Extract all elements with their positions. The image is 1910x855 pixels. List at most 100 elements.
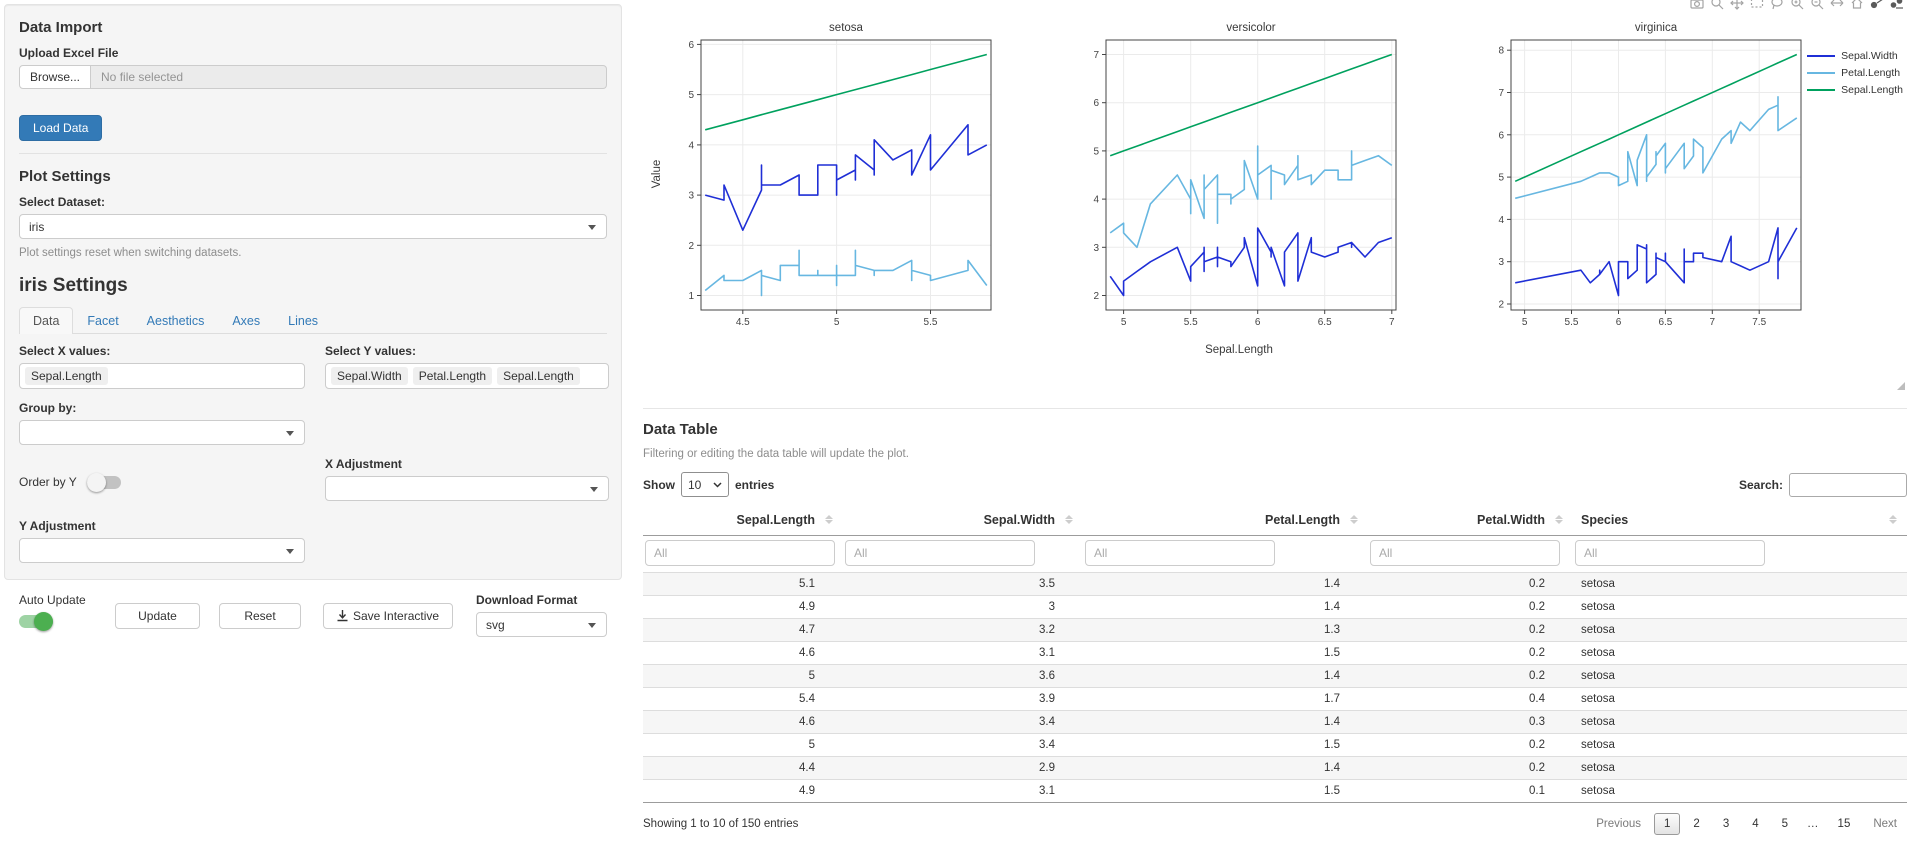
select-x-input[interactable]: Sepal.Length — [19, 363, 305, 389]
save-interactive-button[interactable]: Save Interactive — [323, 603, 454, 629]
home-icon[interactable] — [1850, 0, 1866, 10]
y-value-token[interactable]: Sepal.Length — [497, 367, 580, 385]
zoom-icon[interactable] — [1710, 0, 1726, 10]
table-cell[interactable]: 3 — [843, 595, 1083, 619]
table-cell[interactable]: 0.2 — [1368, 664, 1573, 688]
tab-axes[interactable]: Axes — [232, 314, 261, 328]
page-button-2[interactable]: 2 — [1693, 818, 1700, 830]
page-button-4[interactable]: 4 — [1752, 818, 1759, 830]
column-header-sepal-length[interactable]: Sepal.Length — [643, 507, 843, 536]
y-adjustment-select[interactable] — [19, 538, 305, 563]
reset-button[interactable]: Reset — [219, 603, 301, 629]
filter-input-sepal-length[interactable] — [645, 540, 835, 566]
page-button-3[interactable]: 3 — [1722, 818, 1730, 830]
table-cell[interactable]: 3.4 — [843, 710, 1083, 734]
table-cell[interactable]: 1.5 — [1083, 779, 1368, 803]
table-cell[interactable]: 4.7 — [643, 618, 843, 642]
table-cell[interactable]: 1.4 — [1083, 710, 1368, 734]
table-cell[interactable]: 4.6 — [643, 710, 843, 734]
page-button-5[interactable]: 5 — [1781, 818, 1789, 830]
facet-plot-setosa[interactable]: setosa 4.5 5 5.5 1 2 3 4 5 6 — [669, 18, 999, 340]
zoom-in-icon[interactable] — [1790, 0, 1806, 10]
tab-aesthetics[interactable]: Aesthetics — [146, 314, 205, 328]
filter-input-petal-width[interactable] — [1370, 540, 1560, 566]
column-header-petal-width[interactable]: Petal.Width — [1368, 507, 1573, 536]
table-cell[interactable]: 0.4 — [1368, 687, 1573, 711]
search-input[interactable] — [1789, 472, 1907, 497]
x-value-token[interactable]: Sepal.Length — [25, 367, 108, 385]
table-cell[interactable]: 3.6 — [843, 664, 1083, 688]
table-cell[interactable]: 4.9 — [643, 595, 843, 619]
table-cell[interactable]: setosa — [1573, 779, 1907, 803]
table-cell[interactable]: 3.1 — [843, 779, 1083, 803]
table-cell[interactable]: 1.4 — [1083, 664, 1368, 688]
table-cell[interactable]: 0.2 — [1368, 618, 1573, 642]
table-cell[interactable]: 5.4 — [643, 687, 843, 711]
previous-page-button[interactable]: Previous — [1596, 818, 1642, 830]
table-cell[interactable]: 4.6 — [643, 641, 843, 665]
update-button[interactable]: Update — [115, 603, 200, 629]
table-cell[interactable]: setosa — [1573, 710, 1907, 734]
y-value-token[interactable]: Petal.Length — [412, 367, 493, 385]
box-select-icon[interactable] — [1750, 0, 1766, 10]
table-cell[interactable]: setosa — [1573, 595, 1907, 619]
table-cell[interactable]: 1.4 — [1083, 595, 1368, 619]
download-format-select[interactable]: svg — [476, 612, 607, 637]
table-cell[interactable]: setosa — [1573, 756, 1907, 780]
table-cell[interactable]: setosa — [1573, 664, 1907, 688]
table-cell[interactable]: 0.3 — [1368, 710, 1573, 734]
table-cell[interactable]: 4.4 — [643, 756, 843, 780]
legend-item-petal-length[interactable]: Petal.Length — [1807, 67, 1903, 79]
table-cell[interactable]: 0.2 — [1368, 733, 1573, 757]
table-cell[interactable]: 3.9 — [843, 687, 1083, 711]
table-cell[interactable]: 0.1 — [1368, 779, 1573, 803]
page-button-1[interactable]: 1 — [1654, 813, 1681, 835]
select-y-input[interactable]: Sepal.Width Petal.Length Sepal.Length — [325, 363, 609, 389]
legend-item-sepal-width[interactable]: Sepal.Width — [1807, 50, 1903, 62]
table-cell[interactable]: 1.5 — [1083, 641, 1368, 665]
table-cell[interactable]: 5 — [643, 733, 843, 757]
table-cell[interactable]: 1.4 — [1083, 572, 1368, 596]
facet-plot-virginica[interactable]: virginica 5 5.5 6 6.5 7 7.5 2 3 4 5 6 7 8 — [1479, 18, 1809, 340]
lasso-icon[interactable] — [1770, 0, 1786, 10]
legend-item-sepal-length[interactable]: Sepal.Length — [1807, 84, 1903, 96]
table-cell[interactable]: 5.1 — [643, 572, 843, 596]
table-cell[interactable]: 4.9 — [643, 779, 843, 803]
hover-closest-icon[interactable] — [1870, 0, 1886, 10]
camera-icon[interactable] — [1690, 0, 1706, 10]
table-cell[interactable]: 3.4 — [843, 733, 1083, 757]
table-cell[interactable]: 1.3 — [1083, 618, 1368, 642]
table-cell[interactable]: setosa — [1573, 618, 1907, 642]
facet-plot-versicolor[interactable]: versicolor 5 5.5 6 6.5 7 2 3 4 5 6 7 — [1074, 18, 1404, 340]
table-cell[interactable]: 5 — [643, 664, 843, 688]
zoom-out-icon[interactable] — [1810, 0, 1826, 10]
load-data-button[interactable]: Load Data — [19, 115, 103, 141]
resize-handle-icon[interactable] — [1897, 382, 1905, 390]
table-cell[interactable]: 3.1 — [843, 641, 1083, 665]
tab-data[interactable]: Data — [19, 307, 74, 334]
table-cell[interactable]: 0.2 — [1368, 756, 1573, 780]
auto-update-toggle[interactable] — [19, 612, 53, 631]
column-header-species[interactable]: Species — [1573, 507, 1907, 536]
page-button-15[interactable]: 15 — [1837, 818, 1851, 830]
group-by-select[interactable] — [19, 420, 305, 445]
tab-facet[interactable]: Facet — [87, 314, 119, 328]
filter-input-petal-length[interactable] — [1085, 540, 1275, 566]
column-header-petal-length[interactable]: Petal.Length — [1083, 507, 1368, 536]
table-cell[interactable]: 0.2 — [1368, 641, 1573, 665]
table-cell[interactable]: setosa — [1573, 641, 1907, 665]
table-cell[interactable]: 3.2 — [843, 618, 1083, 642]
table-cell[interactable]: setosa — [1573, 687, 1907, 711]
table-cell[interactable]: 1.4 — [1083, 756, 1368, 780]
pan-icon[interactable] — [1730, 0, 1746, 10]
order-by-y-toggle[interactable] — [86, 472, 121, 492]
table-cell[interactable]: 0.2 — [1368, 572, 1573, 596]
filter-input-sepal-width[interactable] — [845, 540, 1035, 566]
table-cell[interactable]: 0.2 — [1368, 595, 1573, 619]
page-length-select[interactable]: 10 — [681, 472, 729, 497]
tab-lines[interactable]: Lines — [288, 314, 319, 328]
table-cell[interactable]: 1.5 — [1083, 733, 1368, 757]
y-value-token[interactable]: Sepal.Width — [331, 367, 408, 385]
table-cell[interactable]: 3.5 — [843, 572, 1083, 596]
hover-compare-icon[interactable] — [1890, 0, 1906, 10]
